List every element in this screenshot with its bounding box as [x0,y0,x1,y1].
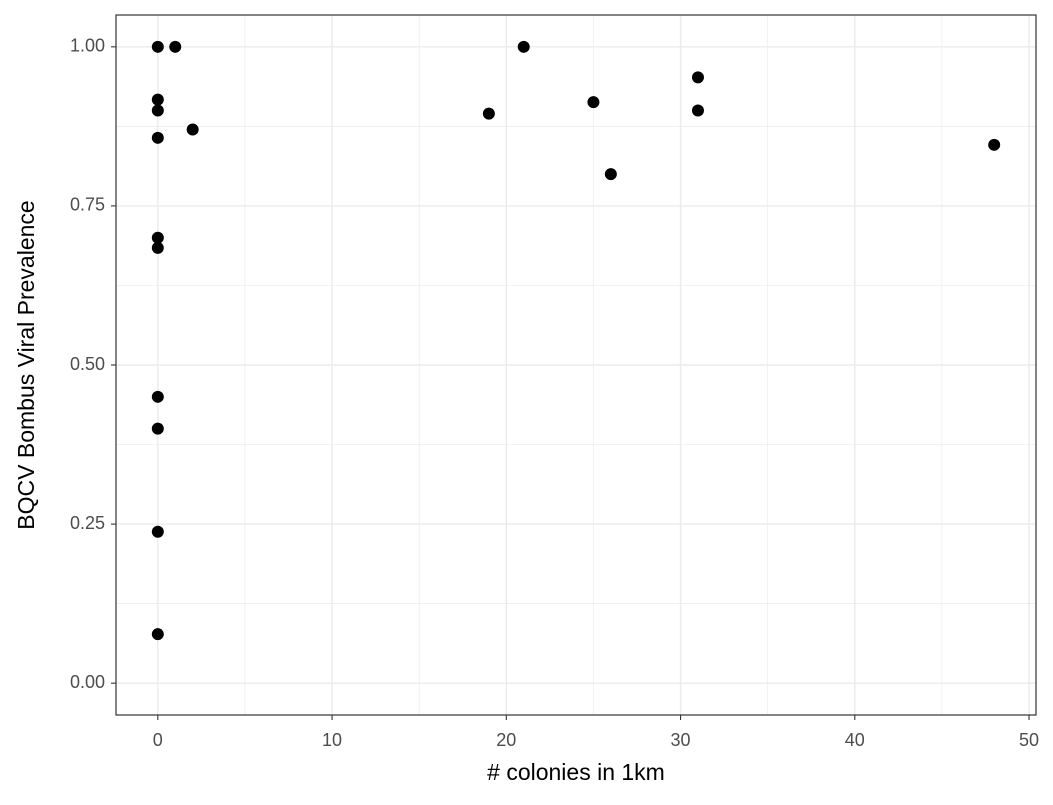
y-tick-label: 0.75 [70,195,105,215]
point [604,168,617,181]
point [691,71,704,84]
point [151,628,164,641]
point [988,138,1001,151]
y-tick-label: 0.00 [70,672,105,692]
y-tick-label: 0.25 [70,513,105,533]
x-tick-label: 10 [322,730,342,750]
point [587,96,600,109]
point [186,123,199,136]
y-tick-label: 1.00 [70,36,105,56]
x-tick-label: 20 [496,730,516,750]
x-tick-label: 50 [1019,730,1039,750]
point [151,231,164,244]
point [151,241,164,254]
x-tick-label: 0 [153,730,163,750]
point [691,104,704,117]
point [151,525,164,538]
y-axis-title: BQCV Bombus Viral Prevalence [13,200,39,529]
x-tick-label: 40 [845,730,865,750]
point [482,107,495,120]
point [151,422,164,435]
point [151,104,164,117]
y-tick-label: 0.50 [70,354,105,374]
point [151,40,164,53]
grid [116,15,1036,715]
points [151,40,1001,641]
point [169,40,182,53]
point [151,93,164,106]
x-axis-title: # colonies in 1km [487,759,665,785]
point [151,131,164,144]
x-tick-label: 30 [671,730,691,750]
point [517,40,530,53]
axes: 0 10 20 30 40 50 0.00 0.25 0.50 0.75 1.00 [70,36,1039,750]
point [151,390,164,403]
